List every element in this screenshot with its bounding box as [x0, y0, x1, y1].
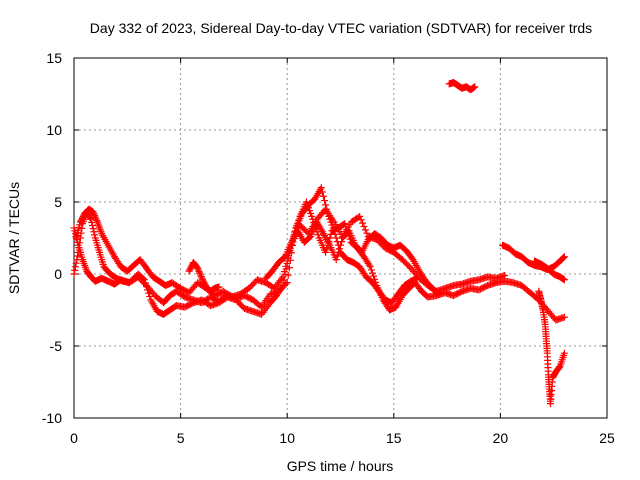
data-point — [86, 214, 94, 222]
data-point — [90, 210, 98, 218]
data-point — [435, 290, 443, 298]
data-point — [285, 264, 293, 272]
data-point — [370, 272, 378, 280]
data-point — [72, 259, 80, 267]
data-point — [360, 222, 368, 230]
data-point — [321, 197, 329, 205]
data-point — [88, 222, 96, 230]
data-point — [333, 252, 341, 260]
data-point — [338, 238, 346, 246]
data-point — [280, 268, 288, 276]
x-tick-label: 15 — [386, 430, 402, 446]
x-axis-ticks: 0 5 10 15 20 25 — [70, 58, 615, 446]
data-point — [194, 264, 202, 272]
grid-lines — [74, 58, 607, 418]
data-point — [341, 220, 349, 228]
data-point — [140, 276, 148, 284]
data-point — [146, 293, 154, 301]
data-point — [144, 286, 152, 294]
y-tick-label: 15 — [46, 50, 62, 66]
data-point — [337, 241, 344, 249]
x-tick-label: 20 — [493, 430, 509, 446]
data-point — [91, 231, 99, 239]
data-point — [471, 83, 479, 91]
data-point — [319, 192, 327, 200]
data-point — [195, 268, 203, 276]
data-point — [501, 271, 509, 279]
data-point — [317, 184, 325, 192]
data-point — [141, 279, 149, 287]
data-point — [357, 216, 365, 224]
data-point — [71, 266, 79, 274]
x-axis-label: GPS time / hours — [287, 458, 394, 474]
data-point — [334, 248, 342, 256]
data-point — [318, 188, 326, 196]
data-point — [332, 256, 340, 264]
data-point — [314, 231, 322, 239]
data-point — [90, 228, 98, 236]
x-tick-label: 0 — [70, 430, 78, 446]
y-tick-label: 5 — [54, 194, 62, 210]
data-point — [71, 263, 79, 271]
chart-title: Day 332 of 2023, Sidereal Day-to-day VTE… — [90, 20, 592, 36]
data-point — [194, 266, 202, 274]
data-point — [74, 252, 82, 260]
data-point — [279, 273, 287, 281]
data-point — [196, 269, 204, 277]
data-point — [278, 283, 286, 291]
data-point — [367, 266, 375, 274]
data-point — [283, 257, 291, 265]
data-point — [279, 282, 287, 290]
data-point — [366, 263, 374, 271]
data-point — [89, 225, 97, 233]
data-point — [197, 273, 205, 281]
y-axis-label: SDTVAR / TECUs — [6, 182, 22, 294]
data-point — [560, 313, 568, 321]
data-point — [332, 234, 340, 242]
x-tick-label: 25 — [599, 430, 615, 446]
data-point — [331, 230, 339, 238]
data-point — [196, 271, 204, 279]
data-point — [434, 289, 442, 297]
data-point — [93, 216, 101, 224]
data-point — [215, 283, 223, 291]
y-tick-label: -10 — [42, 410, 62, 426]
data-point — [70, 270, 78, 278]
data-point — [92, 215, 100, 223]
data-point — [560, 349, 568, 357]
data-point — [365, 261, 373, 269]
data-point — [361, 226, 369, 234]
data-point — [89, 208, 97, 216]
data-point — [555, 363, 563, 371]
x-tick-label: 10 — [279, 430, 295, 446]
data-point — [139, 275, 147, 283]
data-point — [560, 276, 568, 284]
data-point — [559, 254, 567, 262]
y-tick-label: 0 — [54, 266, 62, 282]
data-point — [560, 253, 568, 261]
data-point — [142, 282, 150, 290]
y-tick-label: 10 — [46, 122, 62, 138]
data-point — [330, 227, 338, 235]
data-point — [91, 211, 99, 219]
y-tick-label: -5 — [50, 338, 63, 354]
data-point — [145, 289, 153, 297]
data-points — [70, 78, 568, 408]
data-point — [359, 219, 367, 227]
data-point — [323, 245, 331, 253]
data-point — [335, 245, 343, 253]
data-point — [560, 253, 568, 261]
y-axis-ticks: -10 -5 0 5 10 15 — [42, 50, 607, 426]
data-point — [363, 229, 371, 237]
data-point — [91, 213, 99, 221]
data-point — [368, 269, 376, 277]
data-point — [356, 212, 364, 220]
data-point — [284, 271, 292, 279]
data-point — [322, 248, 330, 256]
data-point — [282, 262, 290, 270]
x-tick-label: 5 — [177, 430, 185, 446]
